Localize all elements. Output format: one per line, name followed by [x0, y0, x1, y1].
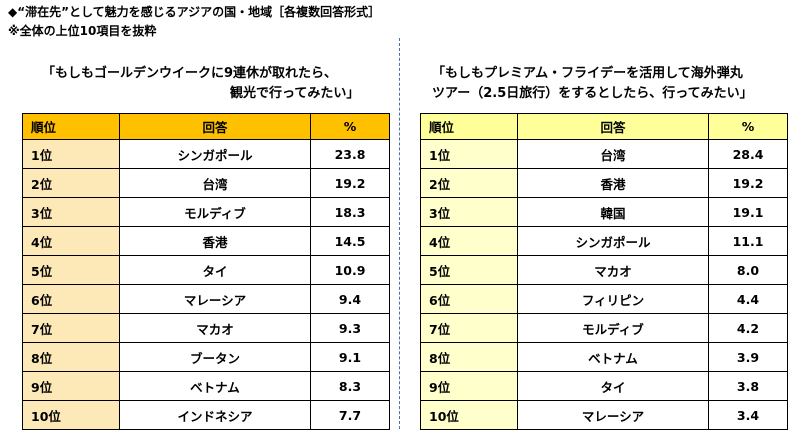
- answer-cell: フィリピン: [517, 284, 709, 314]
- rank-cell: 6位: [22, 284, 120, 314]
- rank-cell: 4位: [22, 226, 120, 256]
- rank-cell: 3位: [420, 197, 518, 227]
- column-header: %: [708, 113, 788, 140]
- table-row: 6位 マレーシア 9.4: [22, 284, 390, 314]
- rank-cell: 7位: [420, 313, 518, 343]
- table-row: 3位 韓国 19.1: [420, 197, 788, 227]
- table-row: 9位 ベトナム 8.3: [22, 371, 390, 401]
- answer-cell: マカオ: [517, 255, 709, 285]
- rank-cell: 6位: [420, 284, 518, 314]
- table-row: 2位 香港 19.2: [420, 168, 788, 198]
- percent-cell: 9.4: [310, 284, 390, 314]
- rank-cell: 9位: [420, 371, 518, 401]
- percent-cell: 8.0: [708, 255, 788, 285]
- answer-cell: 香港: [517, 168, 709, 198]
- rank-cell: 2位: [22, 168, 120, 198]
- table-row: 10位 インドネシア 7.7: [22, 400, 390, 430]
- percent-cell: 9.1: [310, 342, 390, 372]
- table-row: 1位 台湾 28.4: [420, 139, 788, 169]
- column-header: 回答: [517, 113, 709, 140]
- table-caption: 「もしもプレミアム・フライデーを活用して海外弾丸: [432, 66, 743, 81]
- percent-cell: 3.9: [708, 342, 788, 372]
- rank-cell: 5位: [22, 255, 120, 285]
- answer-cell: モルディブ: [517, 313, 709, 343]
- table-row: 1位 シンガポール 23.8: [22, 139, 390, 169]
- percent-cell: 10.9: [310, 255, 390, 285]
- table-row: 5位 マカオ 8.0: [420, 255, 788, 285]
- answer-cell: タイ: [517, 371, 709, 401]
- table-row: 6位 フィリピン 4.4: [420, 284, 788, 314]
- table-caption: 観光で行ってみたい」: [230, 86, 360, 101]
- table-row: 7位 モルディブ 4.2: [420, 313, 788, 343]
- rank-cell: 10位: [420, 400, 518, 430]
- table-row: 10位 マレーシア 3.4: [420, 400, 788, 430]
- column-header: 順位: [22, 113, 120, 140]
- percent-cell: 14.5: [310, 226, 390, 256]
- percent-cell: 8.3: [310, 371, 390, 401]
- table-row: 8位 ブータン 9.1: [22, 342, 390, 372]
- answer-cell: マレーシア: [119, 284, 311, 314]
- rank-cell: 2位: [420, 168, 518, 198]
- rank-cell: 9位: [22, 371, 120, 401]
- column-header: 順位: [420, 113, 518, 140]
- table-row: 7位 マカオ 9.3: [22, 313, 390, 343]
- percent-cell: 19.1: [708, 197, 788, 227]
- table-caption: ツアー（2.5日旅行）をするとしたら、行ってみたい」: [432, 86, 753, 101]
- percent-cell: 4.4: [708, 284, 788, 314]
- page-title: ◆“滞在先”として魅力を感じるアジアの国・地域［各複数回答形式］: [8, 5, 381, 19]
- answer-cell: マレーシア: [517, 400, 709, 430]
- rank-cell: 5位: [420, 255, 518, 285]
- table-row: 8位 ベトナム 3.9: [420, 342, 788, 372]
- answer-cell: 台湾: [119, 168, 311, 198]
- answer-cell: シンガポール: [517, 226, 709, 256]
- answer-cell: 香港: [119, 226, 311, 256]
- percent-cell: 28.4: [708, 139, 788, 169]
- rank-cell: 1位: [420, 139, 518, 169]
- percent-cell: 18.3: [310, 197, 390, 227]
- percent-cell: 19.2: [310, 168, 390, 198]
- answer-cell: タイ: [119, 255, 311, 285]
- table-row: 3位 モルディブ 18.3: [22, 197, 390, 227]
- header-row: 順位 回答%: [22, 113, 390, 140]
- rank-cell: 4位: [420, 226, 518, 256]
- percent-cell: 9.3: [310, 313, 390, 343]
- rank-cell: 8位: [420, 342, 518, 372]
- rank-cell: 1位: [22, 139, 120, 169]
- page-note: ※全体の上位10項目を抜粋: [8, 24, 157, 38]
- answer-cell: マカオ: [119, 313, 311, 343]
- table-caption: 「もしもゴールデンウイークに9連休が取れたら、: [42, 66, 338, 81]
- answer-cell: ベトナム: [119, 371, 311, 401]
- column-header: 回答: [119, 113, 311, 140]
- answer-cell: 台湾: [517, 139, 709, 169]
- divider: [399, 38, 400, 429]
- column-header: %: [310, 113, 390, 140]
- answer-cell: 韓国: [517, 197, 709, 227]
- ranking-table: 順位 回答% 1位 台湾 28.4 2位 香港 19.2 3位 韓国 19.1 4位 シンガポール 11.…: [420, 113, 788, 430]
- table-row: 4位 香港 14.5: [22, 226, 390, 256]
- answer-cell: シンガポール: [119, 139, 311, 169]
- rank-cell: 8位: [22, 342, 120, 372]
- answer-cell: インドネシア: [119, 400, 311, 430]
- answer-cell: ベトナム: [517, 342, 709, 372]
- table-row: 9位 タイ 3.8: [420, 371, 788, 401]
- ranking-table: 順位 回答% 1位 シンガポール 23.8 2位 台湾 19.2 3位 モルディブ 18.3 4位 香港…: [22, 113, 390, 430]
- percent-cell: 3.8: [708, 371, 788, 401]
- answer-cell: ブータン: [119, 342, 311, 372]
- table-row: 2位 台湾 19.2: [22, 168, 390, 198]
- answer-cell: モルディブ: [119, 197, 311, 227]
- percent-cell: 4.2: [708, 313, 788, 343]
- percent-cell: 11.1: [708, 226, 788, 256]
- table-row: 4位 シンガポール 11.1: [420, 226, 788, 256]
- percent-cell: 7.7: [310, 400, 390, 430]
- percent-cell: 23.8: [310, 139, 390, 169]
- rank-cell: 7位: [22, 313, 120, 343]
- table-row: 5位 タイ 10.9: [22, 255, 390, 285]
- header-row: 順位 回答%: [420, 113, 788, 140]
- percent-cell: 19.2: [708, 168, 788, 198]
- rank-cell: 3位: [22, 197, 120, 227]
- rank-cell: 10位: [22, 400, 120, 430]
- percent-cell: 3.4: [708, 400, 788, 430]
